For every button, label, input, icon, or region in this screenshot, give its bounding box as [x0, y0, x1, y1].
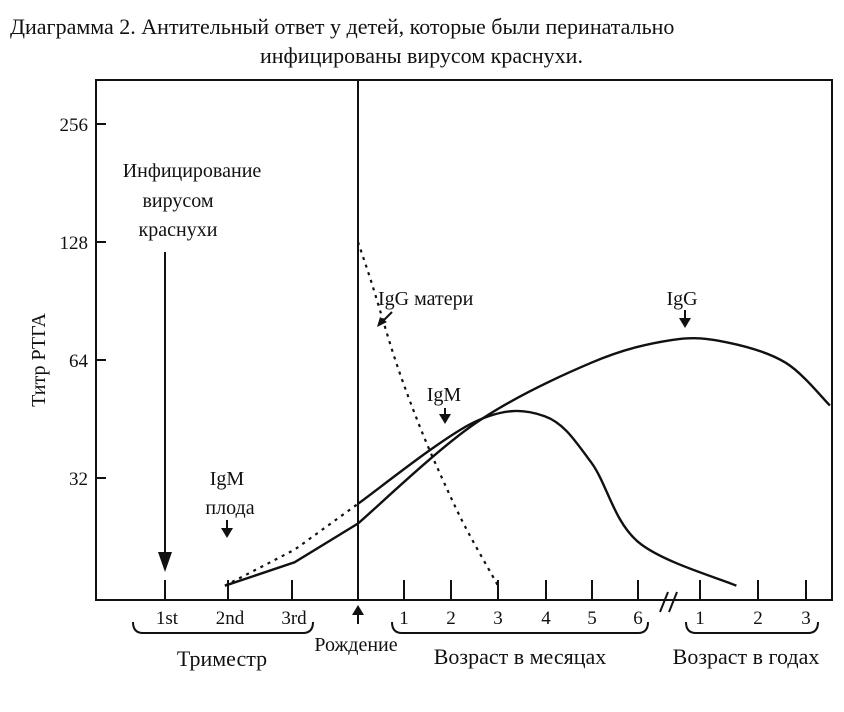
x-tick-label: 3 — [493, 608, 503, 629]
fetal-igm-label-line1: IgM — [210, 468, 245, 490]
months-bracket — [391, 621, 649, 634]
x-tick-label: 1 — [399, 608, 409, 629]
years-bracket — [685, 621, 819, 634]
x-tick-label: 4 — [541, 608, 551, 629]
y-ticks: 32 64 128 256 — [60, 115, 106, 490]
x-tick-label: 2nd — [216, 608, 245, 629]
igg-fetal-segment — [224, 522, 359, 587]
x-tick-label: 1st — [156, 608, 179, 629]
x-tick-label: 2 — [446, 608, 456, 629]
infection-label-line2: вирусом — [142, 190, 213, 212]
y-tick-label: 32 — [69, 469, 88, 490]
y-tick-label: 64 — [69, 351, 89, 372]
trimester-bracket — [132, 621, 314, 634]
igg-arrow-head — [679, 318, 691, 328]
years-label: Возраст в годах — [673, 644, 820, 669]
axis-groups: Триместр Рождение Возраст в месяцах Возраст… — [132, 605, 820, 671]
x-ticks: 1st 2nd 3rd 1 2 3 4 5 6 1 2 3 — [156, 580, 811, 629]
annotations: Инфицирование вирусом краснухи IgM плода IgG … — [123, 160, 698, 572]
x-tick-label: 1 — [695, 608, 705, 629]
fetal-igm-arrow-head — [221, 528, 233, 538]
fetal-igm-label-line2: плода — [205, 497, 254, 519]
y-tick-label: 256 — [60, 115, 89, 136]
maternal-igg-curve — [356, 241, 499, 587]
maternal-igg-label: IgG матери — [378, 288, 474, 310]
x-tick-label: 6 — [633, 608, 643, 629]
infection-arrow-head — [158, 552, 172, 572]
x-tick-label: 2 — [753, 608, 763, 629]
birth-arrow-head — [352, 605, 364, 615]
x-tick-label: 3rd — [281, 608, 307, 629]
x-tick-label: 3 — [801, 608, 811, 629]
maternal-igg-arrow-head — [377, 317, 387, 327]
plot-frame — [95, 79, 833, 601]
chart-title-line1: Диаграмма 2. Антительный ответ у детей, … — [10, 14, 674, 39]
axis-break-mark — [668, 591, 678, 613]
months-label: Возраст в месяцах — [434, 644, 607, 669]
chart-title-line2: инфицированы вирусом краснухи. — [260, 43, 583, 68]
igm-arrow-head — [439, 414, 451, 424]
birth-label: Рождение — [314, 634, 397, 656]
infection-label-line3: краснухи — [139, 219, 218, 241]
y-tick-label: 128 — [60, 233, 89, 254]
infection-label-line1: Инфицирование — [123, 160, 262, 182]
igg-label: IgG — [666, 288, 697, 310]
x-tick-label: 5 — [587, 608, 597, 629]
series-curves — [224, 241, 831, 587]
trimester-label: Триместр — [177, 646, 267, 671]
igm-curve — [357, 409, 737, 587]
igm-fetal-segment — [224, 502, 359, 587]
igm-label: IgM — [427, 384, 462, 406]
y-axis-label: Титр РТГА — [28, 313, 50, 407]
axis-break-mark — [659, 591, 669, 613]
igg-curve — [357, 337, 831, 525]
